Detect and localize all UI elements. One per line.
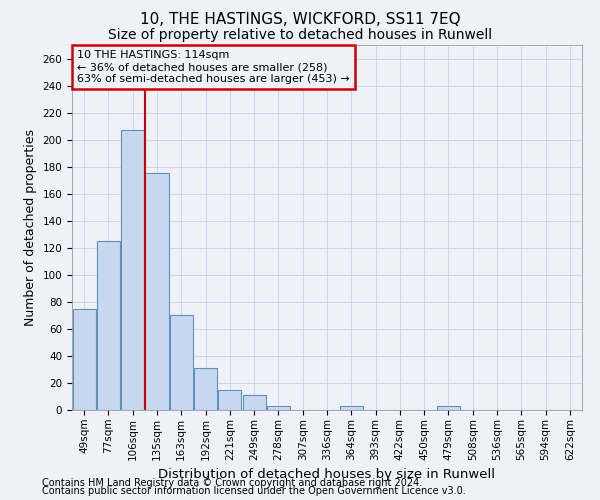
- Text: 10 THE HASTINGS: 114sqm
← 36% of detached houses are smaller (258)
63% of semi-d: 10 THE HASTINGS: 114sqm ← 36% of detache…: [77, 50, 350, 84]
- Bar: [73, 308, 95, 410]
- Bar: [121, 130, 144, 410]
- Bar: [145, 174, 169, 410]
- Text: 10, THE HASTINGS, WICKFORD, SS11 7EQ: 10, THE HASTINGS, WICKFORD, SS11 7EQ: [140, 12, 460, 28]
- Bar: [437, 406, 460, 410]
- Bar: [242, 395, 266, 410]
- X-axis label: Distribution of detached houses by size in Runwell: Distribution of detached houses by size …: [158, 468, 496, 481]
- Bar: [194, 368, 217, 410]
- Text: Contains HM Land Registry data © Crown copyright and database right 2024.: Contains HM Land Registry data © Crown c…: [42, 478, 422, 488]
- Bar: [218, 390, 241, 410]
- Bar: [97, 241, 120, 410]
- Bar: [340, 406, 363, 410]
- Text: Size of property relative to detached houses in Runwell: Size of property relative to detached ho…: [108, 28, 492, 42]
- Bar: [267, 406, 290, 410]
- Y-axis label: Number of detached properties: Number of detached properties: [24, 129, 37, 326]
- Text: Contains public sector information licensed under the Open Government Licence v3: Contains public sector information licen…: [42, 486, 466, 496]
- Bar: [170, 316, 193, 410]
